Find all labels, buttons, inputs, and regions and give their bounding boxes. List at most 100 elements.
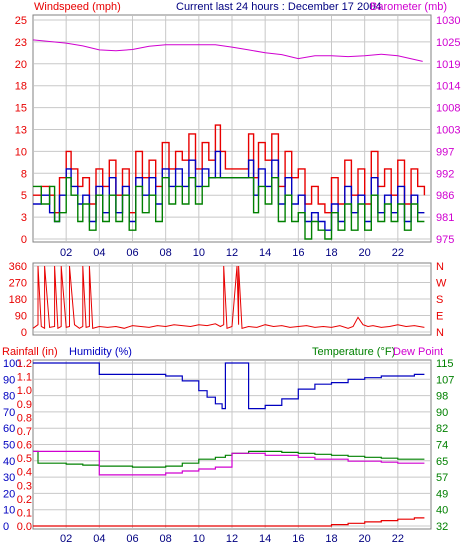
wind-tick-label: 10: [15, 146, 27, 158]
series-gust: [33, 124, 426, 214]
humidity-tick-label: 10: [3, 505, 15, 517]
x-tick-label: 18: [325, 533, 337, 545]
direction-tick-label: 360: [9, 261, 27, 273]
x-tick-label: 16: [292, 247, 304, 259]
series-barometer-mb-: [32, 39, 423, 62]
direction-tick-label: 180: [9, 294, 27, 306]
barometer-tick-label: 1014: [436, 81, 460, 93]
humidity-tick-label: 20: [3, 488, 15, 500]
series-rainfall-in-: [33, 517, 425, 527]
barometer-tick-label: 1003: [436, 125, 460, 137]
humidity-tick-label: 90: [3, 374, 15, 386]
wind-tick-label: 20: [15, 59, 27, 71]
compass-tick-label: N: [436, 261, 444, 273]
temperature-tick-label: 115: [436, 358, 454, 370]
wind-tick-label: 25: [15, 15, 27, 27]
windspeed-title: Windspeed (mph): [34, 1, 121, 13]
x-tick-label: 02: [60, 247, 72, 259]
rain-tick-label: 0.5: [17, 453, 32, 465]
barometer-tick-label: 1019: [436, 59, 460, 71]
wind-tick-label: 0: [21, 234, 27, 246]
x-tick-label: 12: [226, 533, 238, 545]
temperature-tick-label: 82: [436, 423, 448, 435]
temperature-tick-label: 107: [436, 374, 454, 386]
dewpoint-label: Dew Point: [393, 346, 443, 358]
barometer-tick-label: 997: [436, 146, 454, 158]
humidity-tick-label: 50: [3, 440, 15, 452]
x-tick-label: 10: [193, 247, 205, 259]
humidity-tick-label: 40: [3, 456, 15, 468]
x-tick-label: 20: [359, 533, 371, 545]
rain-tick-label: 0.7: [17, 426, 32, 438]
humidity-tick-label: 0: [3, 521, 9, 533]
humidity-tick-label: 70: [3, 407, 15, 419]
compass-tick-label: E: [436, 311, 443, 323]
compass-tick-label: W: [436, 278, 447, 290]
barometer-tick-label: 975: [436, 234, 454, 246]
humidity-label: Humidity (%): [69, 346, 132, 358]
humidity-tick-label: 30: [3, 472, 15, 484]
humidity-tick-label: 100: [3, 358, 21, 370]
rain-tick-label: 1.1: [17, 372, 32, 384]
barometer-tick-label: 1008: [436, 103, 460, 115]
wind-tick-label: 5: [21, 190, 27, 202]
temperature-label: Temperature (°F): [312, 346, 395, 358]
wind-tick-label: 18: [15, 81, 27, 93]
rainfall-label: Rainfall (in): [2, 346, 58, 358]
x-tick-label: 18: [325, 247, 337, 259]
x-tick-label: 12: [226, 247, 238, 259]
rain-tick-label: 0.9: [17, 399, 32, 411]
temperature-tick-label: 57: [436, 472, 448, 484]
wind-tick-label: 15: [15, 103, 27, 115]
direction-tick-label: 90: [15, 311, 27, 323]
temperature-tick-label: 65: [436, 456, 448, 468]
temperature-tick-label: 32: [436, 521, 448, 533]
x-tick-label: 06: [126, 247, 138, 259]
temperature-tick-label: 90: [436, 407, 448, 419]
temperature-tick-label: 49: [436, 488, 448, 500]
humidity-tick-label: 60: [3, 423, 15, 435]
rain-tick-label: 0.3: [17, 480, 32, 492]
x-tick-label: 06: [126, 533, 138, 545]
temperature-tick-label: 40: [436, 505, 448, 517]
barometer-tick-label: 992: [436, 168, 454, 180]
rain-tick-label: 0.4: [17, 467, 32, 479]
barometer-tick-label: 1025: [436, 37, 460, 49]
direction-tick-label: 270: [9, 278, 27, 290]
wind-tick-label: 23: [15, 37, 27, 49]
x-tick-label: 08: [160, 533, 172, 545]
chart-marks: [32, 39, 426, 527]
x-tick-label: 22: [392, 533, 404, 545]
series-direction: [32, 265, 425, 330]
barometer-tick-label: 986: [436, 190, 454, 202]
wind-tick-label: 13: [15, 125, 27, 137]
x-tick-label: 14: [259, 247, 271, 259]
x-tick-label: 02: [60, 533, 72, 545]
rain-tick-label: 1.0: [17, 385, 32, 397]
rain-tick-label: 0.2: [17, 494, 32, 506]
compass-tick-label: N: [436, 327, 444, 339]
series-temperature-f-: [33, 450, 425, 468]
barometer-tick-label: 981: [436, 212, 454, 224]
x-tick-label: 22: [392, 247, 404, 259]
series-humidity-: [33, 362, 425, 410]
x-tick-label: 14: [259, 533, 271, 545]
rain-tick-label: 0.8: [17, 412, 32, 424]
x-tick-label: 20: [359, 247, 371, 259]
series-dew-point: [33, 450, 425, 476]
temperature-tick-label: 74: [436, 440, 448, 452]
rain-tick-label: 0.6: [17, 440, 32, 452]
x-tick-label: 04: [93, 247, 105, 259]
x-tick-label: 04: [93, 533, 105, 545]
wind-tick-label: 8: [21, 168, 27, 180]
barometer-tick-label: 1030: [436, 15, 460, 27]
wind-tick-label: 3: [21, 212, 27, 224]
compass-tick-label: S: [436, 294, 443, 306]
direction-tick-label: 0: [21, 327, 27, 339]
x-tick-label: 16: [292, 533, 304, 545]
rain-tick-label: 1.2: [17, 358, 32, 370]
humidity-tick-label: 80: [3, 391, 15, 403]
